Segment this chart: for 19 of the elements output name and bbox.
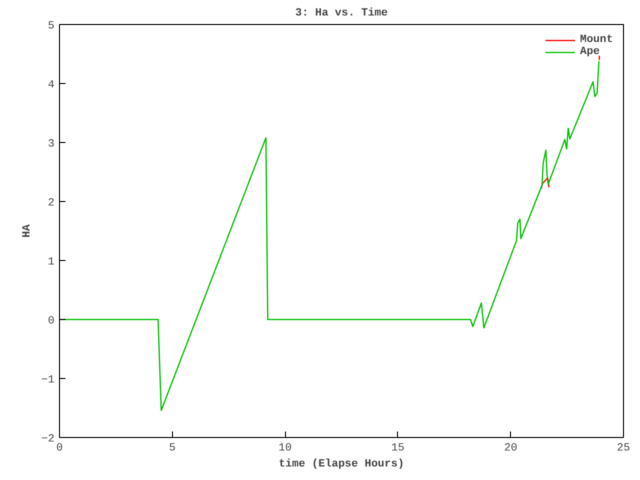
y-axis-title: HA — [21, 224, 34, 238]
legend-label: Ape — [580, 46, 600, 58]
y-tick-label: 2 — [48, 198, 55, 210]
y-tick-label: 4 — [48, 80, 55, 92]
y-tick-label: 1 — [48, 256, 55, 268]
x-tick-label: 0 — [56, 442, 63, 454]
legend-label: Mount — [580, 34, 613, 46]
y-tick-label: 0 — [48, 316, 55, 328]
x-tick-label: 25 — [616, 442, 630, 454]
y-tick-label: 3 — [48, 138, 55, 150]
y-tick-label: −2 — [41, 434, 54, 446]
x-axis-title: time (Elapse Hours) — [278, 458, 404, 470]
y-tick-label: −1 — [41, 374, 55, 386]
y-tick-label: 5 — [48, 20, 55, 32]
x-tick-label: 20 — [504, 442, 518, 454]
x-tick-label: 15 — [391, 442, 404, 454]
x-tick-label: 5 — [169, 442, 176, 454]
chart-title: 3: Ha vs. Time — [295, 8, 388, 20]
x-tick-label: 10 — [278, 442, 292, 454]
